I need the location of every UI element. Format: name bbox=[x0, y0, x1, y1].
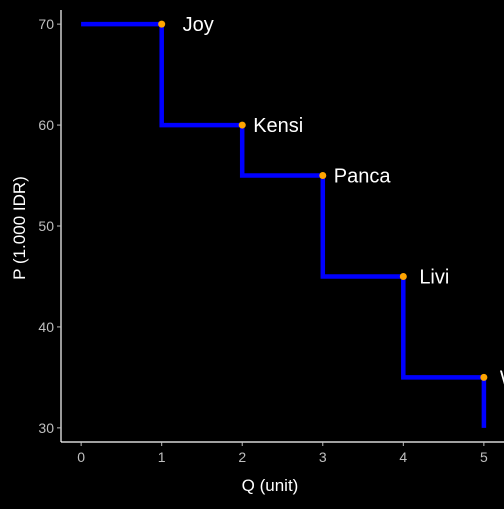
x-tick-label: 0 bbox=[77, 449, 85, 465]
y-tick-label: 50 bbox=[38, 218, 54, 234]
data-point bbox=[238, 121, 246, 129]
point-label: Kensi bbox=[253, 115, 303, 137]
point-label: Panca bbox=[334, 166, 392, 188]
axes: 0 1 2 3 4 5 30 40 50 60 70 bbox=[38, 10, 504, 465]
x-tick-label: 2 bbox=[238, 449, 246, 465]
x-tick-label: 4 bbox=[399, 449, 407, 465]
data-labels: Joy Kensi Panca Livi Will bbox=[183, 14, 504, 389]
y-axis-title: P (1.000 IDR) bbox=[10, 176, 29, 280]
x-axis-title: Q (unit) bbox=[242, 476, 299, 495]
data-points bbox=[158, 20, 488, 381]
data-point bbox=[319, 172, 327, 180]
y-tick-label: 70 bbox=[38, 16, 54, 32]
data-point bbox=[399, 272, 407, 280]
point-label: Joy bbox=[183, 14, 214, 36]
data-point bbox=[158, 20, 166, 28]
y-tick-label: 40 bbox=[38, 319, 54, 335]
point-label: Will bbox=[500, 367, 504, 389]
x-tick-label: 1 bbox=[158, 449, 166, 465]
x-tick-label: 3 bbox=[319, 449, 327, 465]
y-tick-label: 30 bbox=[38, 420, 54, 436]
x-tick-label: 5 bbox=[480, 449, 488, 465]
point-label: Livi bbox=[419, 266, 449, 288]
y-tick-label: 60 bbox=[38, 117, 54, 133]
data-point bbox=[480, 373, 488, 381]
